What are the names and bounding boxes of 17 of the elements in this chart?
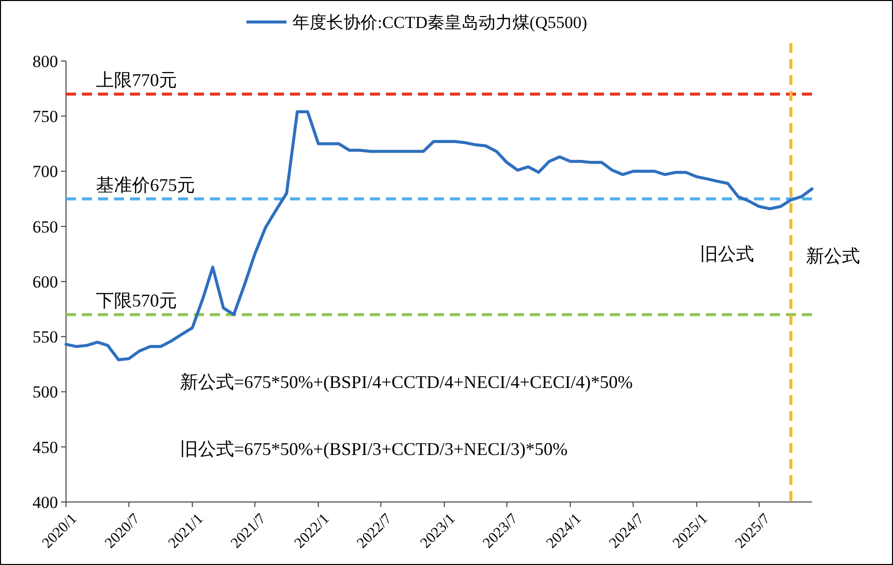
ref-line-label: 上限770元 — [96, 70, 177, 90]
annotation: 新公式=675*50%+(BSPI/4+CCTD/4+NECI/4+CECI/4)*50% — [180, 372, 633, 392]
ref-line-label: 基准价675元 — [96, 174, 195, 195]
ref-line-label: 下限570元 — [96, 290, 177, 311]
y-tick-label: 400 — [32, 492, 58, 512]
y-tick-label: 550 — [32, 328, 58, 347]
annotation: 旧公式 — [700, 244, 754, 264]
y-tick-label: 800 — [32, 52, 58, 71]
legend-label: 年度长协价:CCTD秦皇岛动力煤(Q5500) — [292, 12, 588, 32]
y-tick-label: 650 — [32, 217, 58, 236]
annotation: 新公式 — [806, 246, 860, 266]
y-tick-label: 700 — [32, 162, 58, 182]
y-tick-label: 500 — [32, 382, 58, 402]
annotation: 旧公式=675*50%+(BSPI/3+CCTD/3+NECI/3)*50% — [180, 439, 568, 459]
y-tick-label: 600 — [32, 272, 58, 292]
y-tick-label: 450 — [32, 438, 58, 457]
y-tick-label: 750 — [32, 107, 58, 126]
